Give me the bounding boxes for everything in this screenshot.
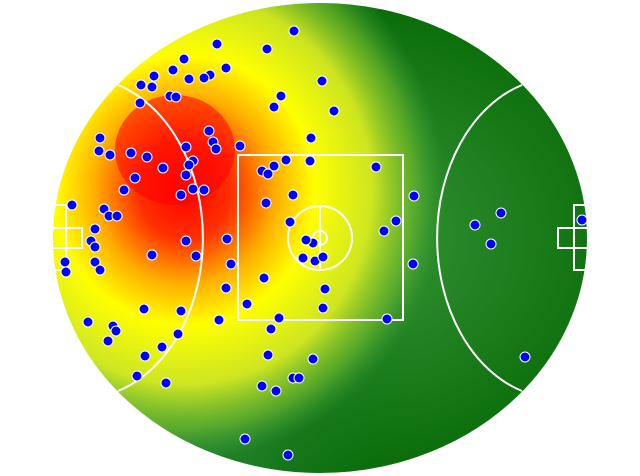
point bbox=[172, 328, 184, 340]
point bbox=[110, 325, 122, 337]
point bbox=[180, 235, 192, 247]
point bbox=[307, 353, 319, 365]
point bbox=[138, 303, 150, 315]
point bbox=[304, 155, 316, 167]
point bbox=[576, 214, 588, 226]
point bbox=[519, 351, 531, 363]
point bbox=[190, 250, 202, 262]
point bbox=[241, 298, 253, 310]
point bbox=[146, 249, 158, 261]
point bbox=[104, 149, 116, 161]
point bbox=[317, 302, 329, 314]
point bbox=[262, 168, 274, 180]
point bbox=[183, 73, 195, 85]
point bbox=[89, 241, 101, 253]
point bbox=[220, 62, 232, 74]
point bbox=[59, 256, 71, 268]
point bbox=[93, 145, 105, 157]
point bbox=[273, 312, 285, 324]
point bbox=[139, 350, 151, 362]
point bbox=[495, 207, 507, 219]
point bbox=[178, 53, 190, 65]
point bbox=[180, 169, 192, 181]
point bbox=[131, 370, 143, 382]
point bbox=[225, 258, 237, 270]
point bbox=[125, 147, 137, 159]
point bbox=[258, 272, 270, 284]
point bbox=[94, 132, 106, 144]
point bbox=[118, 184, 130, 196]
point bbox=[157, 162, 169, 174]
point bbox=[82, 316, 94, 328]
point bbox=[187, 183, 199, 195]
point bbox=[210, 143, 222, 155]
point bbox=[287, 189, 299, 201]
point bbox=[256, 380, 268, 392]
point bbox=[170, 91, 182, 103]
point bbox=[175, 189, 187, 201]
point bbox=[260, 197, 272, 209]
point bbox=[239, 433, 251, 445]
point bbox=[213, 314, 225, 326]
point bbox=[167, 64, 179, 76]
point bbox=[262, 349, 274, 361]
point bbox=[316, 75, 328, 87]
point bbox=[275, 90, 287, 102]
points bbox=[59, 25, 588, 461]
point bbox=[111, 210, 123, 222]
point bbox=[180, 141, 192, 153]
point bbox=[148, 70, 160, 82]
point bbox=[280, 154, 292, 166]
point bbox=[198, 184, 210, 196]
point bbox=[305, 132, 317, 144]
point bbox=[175, 305, 187, 317]
point bbox=[60, 266, 72, 278]
field-lines bbox=[51, 1, 589, 475]
point bbox=[89, 256, 101, 268]
point bbox=[284, 216, 296, 228]
point bbox=[378, 225, 390, 237]
point bbox=[297, 252, 309, 264]
point bbox=[469, 219, 481, 231]
point bbox=[66, 199, 78, 211]
point bbox=[129, 172, 141, 184]
point bbox=[381, 313, 393, 325]
point bbox=[141, 151, 153, 163]
point bbox=[198, 72, 210, 84]
point bbox=[134, 97, 146, 109]
point bbox=[160, 377, 172, 389]
point bbox=[156, 341, 168, 353]
point bbox=[319, 283, 331, 295]
point bbox=[370, 161, 382, 173]
point bbox=[234, 140, 246, 152]
point bbox=[220, 282, 232, 294]
point bbox=[328, 105, 340, 117]
point bbox=[268, 160, 280, 172]
point bbox=[282, 449, 294, 461]
point bbox=[102, 335, 114, 347]
point bbox=[408, 190, 420, 202]
point bbox=[203, 125, 215, 137]
point bbox=[268, 101, 280, 113]
point bbox=[300, 234, 312, 246]
point bbox=[211, 38, 223, 50]
point bbox=[261, 43, 273, 55]
point bbox=[390, 215, 402, 227]
point bbox=[89, 223, 101, 235]
point bbox=[407, 258, 419, 270]
point bbox=[317, 251, 329, 263]
point bbox=[270, 385, 282, 397]
point bbox=[265, 323, 277, 335]
point bbox=[293, 372, 305, 384]
point bbox=[135, 79, 147, 91]
point bbox=[485, 238, 497, 250]
point bbox=[94, 264, 106, 276]
point bbox=[146, 81, 158, 93]
point bbox=[183, 159, 195, 171]
point bbox=[221, 233, 233, 245]
point bbox=[288, 25, 300, 37]
